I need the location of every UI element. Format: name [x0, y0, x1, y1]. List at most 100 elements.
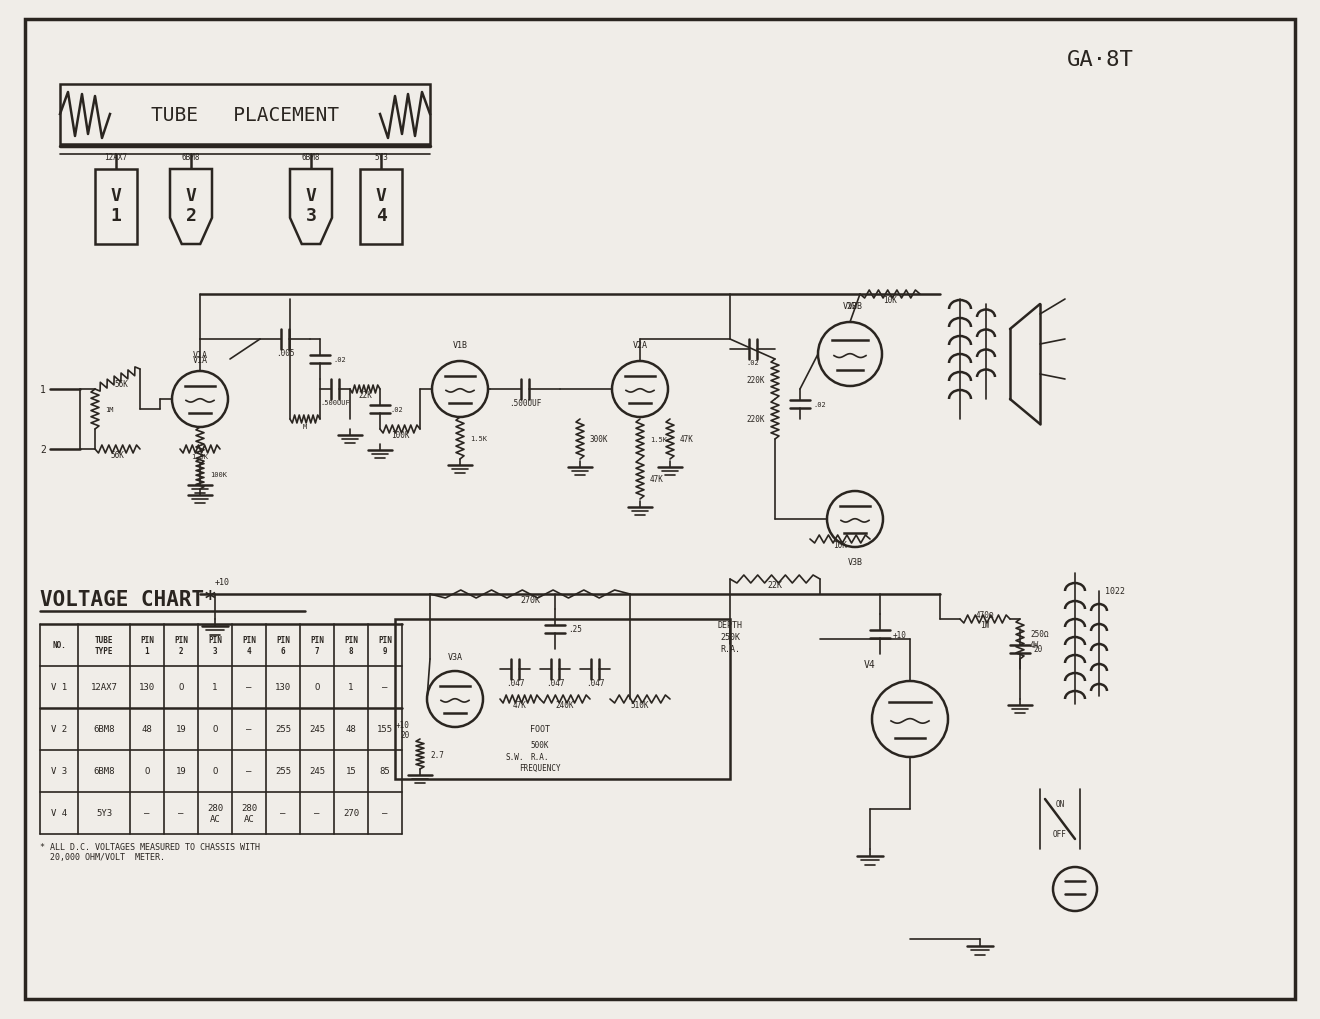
Text: 15: 15 [346, 766, 356, 775]
Text: —: — [280, 809, 285, 817]
Text: .02: .02 [389, 407, 403, 413]
Text: 130: 130 [275, 683, 292, 692]
Text: 1: 1 [348, 683, 354, 692]
Text: 6BM8: 6BM8 [302, 153, 321, 162]
Text: S.W.: S.W. [506, 752, 524, 761]
Text: V4: V4 [865, 659, 876, 669]
Text: 2: 2 [40, 444, 46, 454]
Text: —: — [144, 809, 149, 817]
Text: 5Y3: 5Y3 [374, 153, 388, 162]
Text: M: M [302, 424, 308, 430]
Text: V1A: V1A [193, 351, 207, 360]
Bar [95, 170, 137, 245]
Text: +10: +10 [396, 719, 411, 729]
Text: PIN
4: PIN 4 [242, 636, 256, 655]
Text: 155: 155 [378, 725, 393, 734]
Text: PIN
2: PIN 2 [174, 636, 187, 655]
Text: 12AX7: 12AX7 [91, 683, 117, 692]
Text: V
2: V 2 [186, 186, 197, 225]
Text: 100K: 100K [210, 472, 227, 478]
Text: .02: .02 [813, 401, 826, 408]
Text: +10: +10 [894, 630, 907, 639]
Text: .500UUF: .500UUF [321, 399, 350, 406]
Text: 245: 245 [309, 766, 325, 775]
Text: 130: 130 [139, 683, 154, 692]
Text: 10K: 10K [833, 540, 847, 549]
Bar [395, 620, 730, 780]
Text: V1B: V1B [453, 340, 467, 350]
Text: 1: 1 [213, 683, 218, 692]
Text: 19: 19 [176, 725, 186, 734]
Text: 48: 48 [346, 725, 356, 734]
Text: O: O [178, 683, 183, 692]
Text: 12AX7: 12AX7 [104, 153, 128, 162]
Text: +10: +10 [215, 578, 230, 586]
Text: 85: 85 [380, 766, 391, 775]
Text: V 2: V 2 [51, 725, 67, 734]
Text: .047: .047 [545, 678, 564, 687]
Text: 6BM8: 6BM8 [182, 153, 201, 162]
Text: 56K: 56K [115, 380, 128, 389]
Text: 220K: 220K [747, 375, 766, 384]
Text: V2B: V2B [842, 302, 858, 311]
Text: 10K: 10K [883, 296, 896, 305]
Text: 20: 20 [1034, 645, 1043, 654]
Text: 1: 1 [40, 384, 46, 394]
Polygon shape [170, 170, 213, 245]
Text: R.A.: R.A. [719, 644, 741, 653]
Text: V
3: V 3 [305, 186, 317, 225]
Text: 48: 48 [141, 725, 152, 734]
Text: .02: .02 [333, 357, 346, 363]
Text: 1M: 1M [106, 407, 114, 413]
Text: 56K: 56K [111, 450, 124, 460]
Text: .25: .25 [568, 625, 582, 634]
Text: PIN
3: PIN 3 [209, 636, 222, 655]
Text: —: — [383, 809, 388, 817]
Text: 250K: 250K [719, 632, 741, 641]
Text: O: O [213, 725, 218, 734]
Text: O: O [213, 766, 218, 775]
Text: FOOT: FOOT [531, 725, 550, 734]
Text: V 3: V 3 [51, 766, 67, 775]
Text: V
4: V 4 [376, 186, 387, 225]
Text: PIN
1: PIN 1 [140, 636, 154, 655]
Text: O: O [144, 766, 149, 775]
Text: 270: 270 [343, 809, 359, 817]
Text: TUBE
TYPE: TUBE TYPE [95, 636, 114, 655]
Text: 220K: 220K [747, 415, 766, 424]
Text: 470Ω
1W: 470Ω 1W [975, 610, 994, 630]
Text: V1A: V1A [193, 356, 207, 365]
Text: O: O [314, 683, 319, 692]
Text: 255: 255 [275, 766, 292, 775]
Text: TUBE   PLACEMENT: TUBE PLACEMENT [150, 105, 339, 124]
Text: —: — [247, 766, 252, 775]
Text: 5Y3: 5Y3 [96, 809, 112, 817]
Text: 300K: 300K [590, 435, 609, 444]
Text: .02: .02 [746, 360, 759, 366]
Text: 245: 245 [309, 725, 325, 734]
Text: V2B: V2B [847, 302, 862, 311]
Text: 280
AC: 280 AC [207, 804, 223, 823]
Text: .500UUF: .500UUF [508, 398, 541, 408]
Text: —: — [314, 809, 319, 817]
Text: .047: .047 [506, 678, 524, 687]
Text: 270K: 270K [520, 595, 540, 604]
Text: VOLTAGE CHART*: VOLTAGE CHART* [40, 589, 216, 609]
Text: GA·8T: GA·8T [1067, 50, 1134, 70]
Text: 22K: 22K [767, 581, 783, 589]
Text: 255: 255 [275, 725, 292, 734]
Text: * ALL D.C. VOLTAGES MEASURED TO CHASSIS WITH
  20,000 OHM/VOLT  METER.: * ALL D.C. VOLTAGES MEASURED TO CHASSIS … [40, 842, 260, 861]
Text: 1.5K: 1.5K [649, 436, 667, 442]
Text: PIN
7: PIN 7 [310, 636, 323, 655]
Bar [59, 85, 430, 145]
Text: V
1: V 1 [111, 186, 121, 225]
Text: 1022: 1022 [1105, 587, 1125, 596]
Text: 240K: 240K [556, 700, 574, 709]
Text: 280
AC: 280 AC [242, 804, 257, 823]
Text: .005: .005 [276, 348, 294, 357]
Text: 20: 20 [401, 730, 411, 739]
Text: —: — [247, 683, 252, 692]
Text: 250Ω
4W: 250Ω 4W [1030, 630, 1048, 649]
Polygon shape [290, 170, 333, 245]
Text: V 1: V 1 [51, 683, 67, 692]
